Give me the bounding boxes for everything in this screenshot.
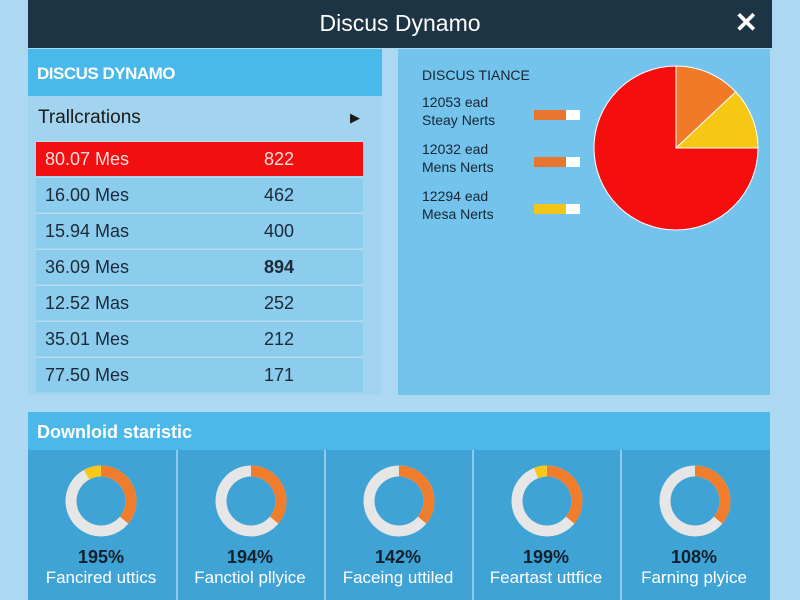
panel-title: DISCUS TIANCE: [422, 67, 530, 83]
donut-chart: [511, 465, 583, 537]
pie-slice: [675, 65, 737, 150]
download-statistics: Downloid staristic 195% Fancired uttics 19…: [28, 412, 770, 600]
stat-card: 195% Fancired uttics: [28, 450, 174, 600]
close-icon[interactable]: ✕: [734, 7, 758, 38]
legend-value: 12032 ead: [422, 141, 489, 157]
donut-segment-yellow: [83, 465, 102, 480]
row-value: 894: [264, 257, 295, 277]
table-row[interactable]: 15.94 Mas 400: [36, 213, 363, 248]
stat-label: Fanctiol pllyice: [194, 568, 306, 587]
row-label: 12.52 Mas: [45, 293, 130, 313]
stat-percent: 199%: [522, 547, 570, 567]
stat-card: 194% Fanctiol pllyice: [176, 450, 322, 600]
row-label: 16.00 Mes: [45, 185, 130, 205]
row-value: 400: [264, 221, 295, 241]
row-value: 171: [264, 365, 295, 385]
legend-label: Mesa Nerts: [422, 206, 494, 222]
caret-right-icon: ▶: [350, 110, 360, 125]
stat-percent: 195%: [77, 547, 125, 567]
pie-slice: [674, 91, 759, 149]
panel-header: DISCUS DYNAMO: [28, 49, 382, 96]
row-label: 15.94 Mas: [45, 221, 130, 241]
stat-percent: 142%: [374, 547, 422, 567]
legend-bar: [534, 157, 580, 167]
section-toggle[interactable]: Trallcrations ▶: [28, 96, 382, 140]
pie-slice: [593, 65, 759, 231]
table-row[interactable]: 77.50 Mes 171: [36, 357, 363, 392]
stat-percent: 108%: [670, 547, 718, 567]
legend-bar: [534, 110, 580, 120]
table-row[interactable]: 80.07 Mes 822: [36, 141, 363, 176]
legend-label: Steay Nerts: [422, 112, 496, 128]
transactions-panel: DISCUS DYNAMO Trallcrations ▶ 80.07 Mes 82…: [28, 49, 382, 395]
legend-item: 12053 ead Steay Nerts: [422, 93, 580, 129]
stat-label: Fancired uttics: [45, 568, 157, 587]
section-label: Trallcrations: [38, 107, 141, 128]
donut-segment-orange: [398, 465, 435, 524]
donut-segment-orange: [694, 465, 731, 524]
stat-label: Farning plyice: [641, 568, 747, 587]
donut-segment-orange: [100, 465, 137, 524]
stat-label: Feartast uttfice: [489, 568, 603, 587]
stat-label: Faceing uttiled: [342, 568, 454, 587]
donut-chart: [659, 465, 731, 537]
stat-card: 199% Feartast uttfice: [472, 450, 618, 600]
row-value: 462: [264, 185, 295, 205]
table-row[interactable]: 16.00 Mes 462: [36, 177, 363, 212]
legend-value: 12294 ead: [422, 188, 489, 204]
legend-label: Mens Nerts: [422, 159, 494, 175]
legend-bar: [534, 204, 580, 214]
pie-chart: [593, 65, 759, 231]
donut-segment-orange: [546, 465, 583, 524]
row-value: 252: [264, 293, 295, 313]
donut-segment-orange: [250, 465, 287, 524]
table-row[interactable]: 35.01 Mes 212: [36, 321, 363, 356]
donut-chart: [215, 465, 287, 537]
donut-segment-yellow: [533, 465, 548, 479]
stat-card: 108% Farning plyice: [620, 450, 766, 600]
stat-card: 142% Faceing uttiled: [324, 450, 470, 600]
distance-panel: DISCUS TIANCE 12053 ead Steay Nerts 12032 …: [398, 49, 770, 395]
row-label: 35.01 Mes: [45, 329, 130, 349]
row-label: 80.07 Mes: [45, 149, 130, 169]
row-label: 36.09 Mes: [45, 257, 130, 277]
section-title: Downloid staristic: [28, 412, 770, 450]
legend-item: 12294 ead Mesa Nerts: [422, 187, 580, 223]
table-row[interactable]: 36.09 Mes 894: [36, 249, 363, 284]
row-label: 77.50 Mes: [45, 365, 130, 385]
donut-chart: [363, 465, 435, 537]
donut-chart: [65, 465, 137, 537]
row-value: 212: [264, 329, 295, 349]
window-title: Discus Dynamo: [319, 10, 481, 36]
stat-percent: 194%: [226, 547, 274, 567]
row-value: 822: [264, 149, 295, 169]
title-bar: Discus Dynamo ✕: [28, 0, 772, 48]
legend-value: 12053 ead: [422, 94, 489, 110]
legend-item: 12032 ead Mens Nerts: [422, 140, 580, 176]
table-row[interactable]: 12.52 Mas 252: [36, 285, 363, 320]
